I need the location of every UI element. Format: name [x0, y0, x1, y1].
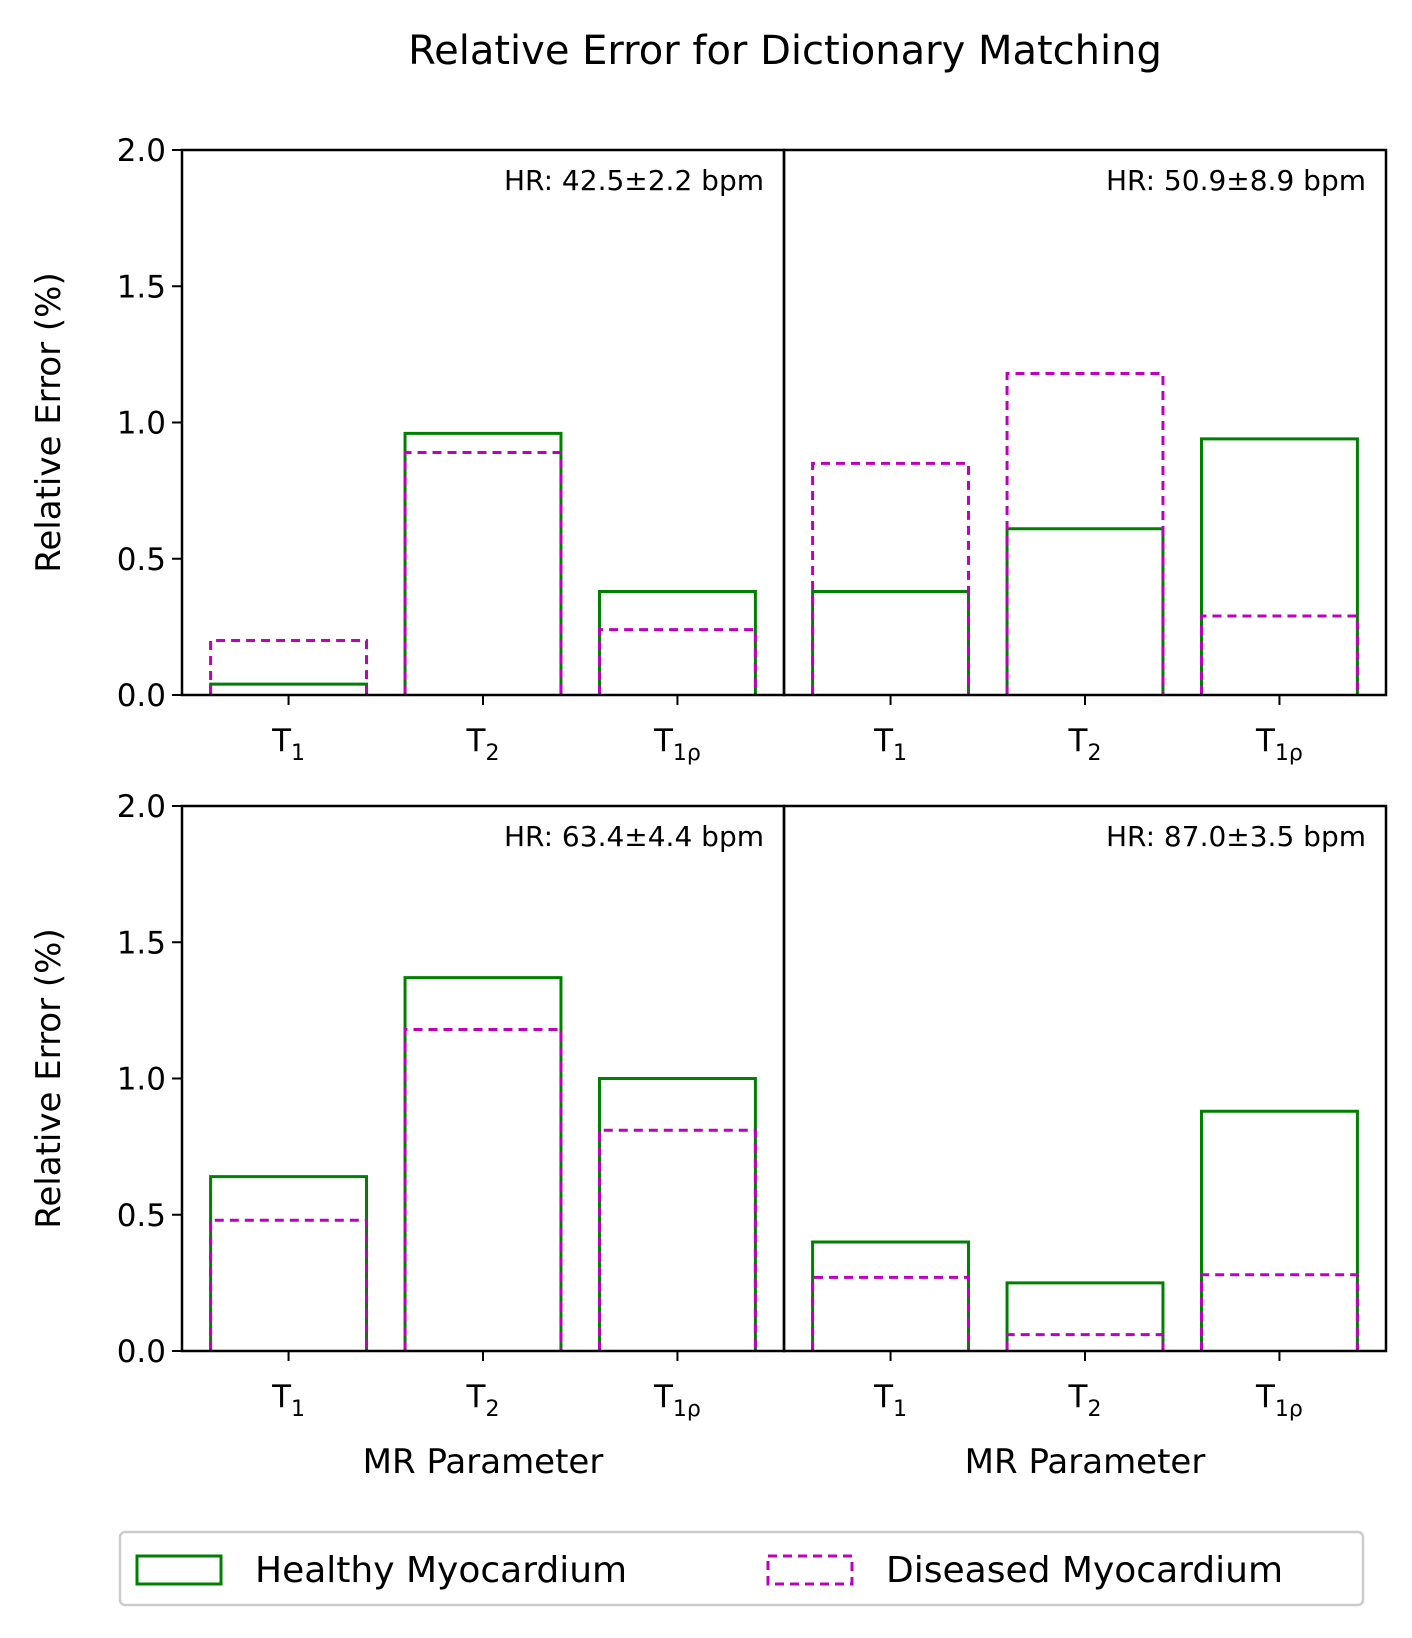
y-tick-label: 1.5: [117, 269, 166, 305]
healthy-bar-t1: [209, 1175, 369, 1351]
healthy-bar-t1rho: [1199, 437, 1359, 695]
legend-label-diseased: Diseased Myocardium: [886, 1550, 1283, 1591]
y-tick-label: 2.0: [117, 789, 166, 825]
healthy-bar-t1: [811, 589, 971, 695]
healthy-bar-t1: [209, 682, 369, 695]
diseased-bar-t1rho: [1199, 614, 1359, 695]
x-tick-label: T1ρ: [1255, 1379, 1303, 1422]
x-tick-label: T1: [873, 1379, 907, 1422]
diseased-bar-t1rho: [597, 628, 757, 695]
legend-swatch-diseased: [766, 1554, 854, 1586]
healthy-bar-t1rho: [597, 589, 757, 695]
healthy-bar-t1: [811, 1240, 971, 1351]
panel-frame: [782, 148, 1388, 697]
panel-1: HR: 42.5±2.2 bpm T1 T2 T1ρ 0.0 0.5 1.0 1.5 2.0 Re…: [29, 133, 786, 766]
diseased-bar-t1: [209, 639, 369, 695]
x-tick-label: T1ρ: [1255, 723, 1303, 766]
chart-title: Relative Error for Dictionary Matching: [408, 28, 1162, 74]
panel-frame: [782, 804, 1388, 1353]
panel-4: HR: 87.0±3.5 bpm T1 T2 T1ρ MR Parameter: [782, 804, 1388, 1482]
hr-annotation: HR: 50.9±8.9 bpm: [1106, 164, 1366, 197]
y-tick-label: 0.0: [117, 678, 166, 714]
x-tick-label: T1: [271, 1379, 305, 1422]
healthy-bar-t1rho: [597, 1077, 757, 1351]
diseased-bar-t2: [1005, 1333, 1165, 1351]
panel-2: HR: 50.9±8.9 bpm T1 T2 T1ρ: [782, 148, 1388, 766]
diseased-bar-t2: [403, 1027, 563, 1351]
y-tick-label: 1.0: [117, 406, 166, 442]
healthy-bar-t2: [1005, 1281, 1165, 1351]
legend-box: [118, 1530, 1365, 1607]
diseased-bar-t1rho: [597, 1128, 757, 1351]
x-tick-label: T1ρ: [653, 723, 701, 766]
x-tick-label: T1: [873, 723, 907, 766]
hr-annotation: HR: 63.4±4.4 bpm: [504, 820, 764, 853]
healthy-bar-t2: [1005, 527, 1165, 695]
x-tick-label: T2: [1068, 723, 1102, 766]
y-tick-label: 0.5: [117, 1198, 166, 1234]
y-tick-label: 1.0: [117, 1062, 166, 1098]
x-tick-label: T2: [466, 1379, 500, 1422]
y-tick-label: 1.5: [117, 925, 166, 961]
hr-annotation: HR: 42.5±2.2 bpm: [504, 164, 764, 197]
diseased-bar-t1: [209, 1218, 369, 1351]
diseased-bar-t1rho: [1199, 1273, 1359, 1351]
diseased-bar-t1: [811, 1275, 971, 1351]
y-tick-label: 0.0: [117, 1334, 166, 1370]
y-axis-label: Relative Error (%): [29, 272, 69, 572]
x-axis-label: MR Parameter: [965, 1442, 1206, 1482]
healthy-bar-t2: [403, 976, 563, 1351]
x-axis-label: MR Parameter: [363, 1442, 604, 1482]
y-tick-label: 2.0: [117, 133, 166, 169]
legend-label-healthy: Healthy Myocardium: [255, 1550, 627, 1591]
x-tick-label: T2: [1068, 1379, 1102, 1422]
healthy-bar-t1rho: [1199, 1109, 1359, 1351]
y-axis-label: Relative Error (%): [29, 928, 69, 1228]
panel-frame: [180, 148, 786, 697]
diseased-bar-t2: [1005, 371, 1165, 695]
x-tick-label: T1ρ: [653, 1379, 701, 1422]
diseased-bar-t1: [811, 461, 971, 695]
y-tick-label: 0.5: [117, 542, 166, 578]
x-tick-label: T1: [271, 723, 305, 766]
diseased-bar-t2: [403, 450, 563, 695]
legend: Healthy Myocardium Diseased Myocardium: [118, 1530, 1365, 1607]
healthy-bar-t2: [403, 431, 563, 695]
panels-group: HR: 42.5±2.2 bpm T1 T2 T1ρ 0.0 0.5 1.0 1.5 2.0 Re…: [29, 133, 1388, 1482]
hr-annotation: HR: 87.0±3.5 bpm: [1106, 820, 1366, 853]
x-tick-label: T2: [466, 723, 500, 766]
panel-3: HR: 63.4±4.4 bpm T1 T2 T1ρ 0.0 0.5 1.0 1.5 2.0 Re…: [29, 789, 786, 1482]
legend-swatch-healthy: [135, 1554, 223, 1586]
